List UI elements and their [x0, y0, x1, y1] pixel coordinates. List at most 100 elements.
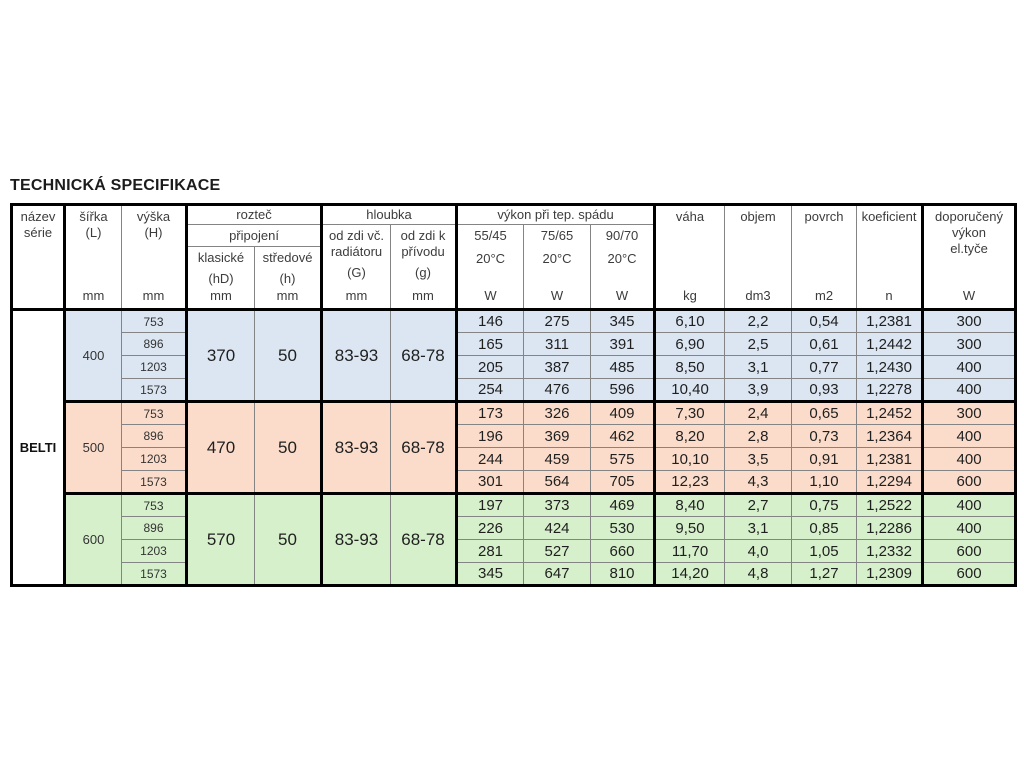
power-55-45-cell: 254 [455, 378, 525, 402]
volume-cell: 3,5 [724, 447, 793, 471]
recommended-power-cell: 400 [921, 355, 1017, 379]
surface-cell: 0,91 [791, 447, 858, 471]
surface-cell: 0,75 [791, 492, 858, 517]
coefficient-cell: 1,2381 [856, 447, 924, 471]
surface-cell: 0,93 [791, 378, 858, 402]
volume-cell: 2,5 [724, 332, 793, 356]
surface-cell: 0,73 [791, 424, 858, 448]
surface-cell: 0,61 [791, 332, 858, 356]
recommended-power-cell: 400 [921, 492, 1017, 517]
col-header-pitch-classic: klasické (hD) mm [185, 246, 255, 310]
power-55-45-cell: 244 [455, 447, 525, 471]
pitch-central-cell: 50 [254, 308, 322, 402]
power-55-45-cell: 226 [455, 516, 525, 540]
volume-cell: 2,2 [724, 308, 793, 333]
width-cell: 400 [63, 308, 122, 402]
height-cell: 896 [121, 332, 187, 356]
height-cell: 753 [121, 492, 187, 517]
power-75-65-cell: 527 [523, 539, 592, 563]
power-90-70-cell: 575 [590, 447, 656, 471]
depth-incl-radiator-cell: 83-93 [320, 400, 391, 494]
weight-cell: 14,20 [653, 562, 726, 586]
power-75-65-cell: 326 [523, 400, 592, 425]
coefficient-cell: 1,2278 [856, 378, 924, 402]
volume-cell: 4,8 [724, 562, 793, 586]
col-header-gradient-55-45: 55/45 20°C W [455, 224, 525, 310]
surface-cell: 1,27 [791, 562, 858, 586]
power-55-45-cell: 146 [455, 308, 525, 333]
power-55-45-cell: 205 [455, 355, 525, 379]
volume-cell: 3,1 [724, 516, 793, 540]
power-75-65-cell: 459 [523, 447, 592, 471]
col-header-volume: objem dm3 [724, 204, 793, 310]
coefficient-cell: 1,2294 [856, 470, 924, 494]
height-cell: 1573 [121, 562, 187, 586]
surface-cell: 0,77 [791, 355, 858, 379]
power-90-70-cell: 462 [590, 424, 656, 448]
recommended-power-cell: 400 [921, 447, 1017, 471]
height-cell: 896 [121, 424, 187, 448]
group-header-power: výkon při tep. spádu [455, 204, 656, 225]
power-55-45-cell: 196 [455, 424, 525, 448]
power-90-70-cell: 345 [590, 308, 656, 333]
power-75-65-cell: 424 [523, 516, 592, 540]
power-75-65-cell: 476 [523, 378, 592, 402]
surface-cell: 0,54 [791, 308, 858, 333]
series-cell: BELTI [11, 308, 65, 586]
col-header-height: výška (H) mm [121, 204, 187, 310]
surface-cell: 0,65 [791, 400, 858, 425]
surface-cell: 1,05 [791, 539, 858, 563]
power-90-70-cell: 596 [590, 378, 656, 402]
pitch-central-cell: 50 [254, 400, 322, 494]
recommended-power-cell: 400 [921, 378, 1017, 402]
coefficient-cell: 1,2309 [856, 562, 924, 586]
group-header-pitch: rozteč [185, 204, 322, 225]
power-75-65-cell: 647 [523, 562, 592, 586]
recommended-power-cell: 400 [921, 516, 1017, 540]
power-75-65-cell: 275 [523, 308, 592, 333]
recommended-power-cell: 300 [921, 332, 1017, 356]
volume-cell: 2,4 [724, 400, 793, 425]
volume-cell: 2,7 [724, 492, 793, 517]
recommended-power-cell: 300 [921, 400, 1017, 425]
depth-to-supply-cell: 68-78 [389, 492, 458, 586]
coefficient-cell: 1,2286 [856, 516, 924, 540]
height-cell: 896 [121, 516, 187, 540]
page-title: TECHNICKÁ SPECIFIKACE [10, 177, 221, 194]
height-cell: 753 [121, 400, 187, 425]
weight-cell: 6,10 [653, 308, 726, 333]
col-header-series: název série [11, 204, 65, 310]
surface-cell: 0,85 [791, 516, 858, 540]
col-header-width: šířka (L) mm [63, 204, 122, 310]
coefficient-cell: 1,2442 [856, 332, 924, 356]
volume-cell: 4,0 [724, 539, 793, 563]
weight-cell: 10,40 [653, 378, 726, 402]
height-cell: 1573 [121, 470, 187, 494]
height-cell: 753 [121, 308, 187, 333]
power-75-65-cell: 564 [523, 470, 592, 494]
width-cell: 600 [63, 492, 122, 586]
col-header-gradient-75-65: 75/65 20°C W [523, 224, 592, 310]
group-header-depth: hloubka [319, 204, 458, 225]
volume-cell: 2,8 [724, 424, 793, 448]
volume-cell: 4,3 [724, 470, 793, 494]
col-header-recommended-power: doporučený výkon el.tyče W [921, 204, 1017, 310]
power-90-70-cell: 705 [590, 470, 656, 494]
col-header-pitch-central: středové (h) mm [254, 246, 322, 310]
power-90-70-cell: 391 [590, 332, 656, 356]
weight-cell: 10,10 [653, 447, 726, 471]
weight-cell: 9,50 [653, 516, 726, 540]
pitch-classic-cell: 370 [185, 308, 255, 402]
weight-cell: 8,40 [653, 492, 726, 517]
height-cell: 1203 [121, 355, 187, 379]
weight-cell: 7,30 [653, 400, 726, 425]
volume-cell: 3,1 [724, 355, 793, 379]
height-cell: 1573 [121, 378, 187, 402]
coefficient-cell: 1,2364 [856, 424, 924, 448]
col-header-gradient-90-70: 90/70 20°C W [590, 224, 656, 310]
coefficient-cell: 1,2332 [856, 539, 924, 563]
pitch-central-cell: 50 [254, 492, 322, 586]
coefficient-cell: 1,2522 [856, 492, 924, 517]
col-header-depth-incl-radiator: od zdi vč. radiátoru (G) mm [320, 224, 391, 310]
pitch-classic-cell: 570 [185, 492, 255, 586]
